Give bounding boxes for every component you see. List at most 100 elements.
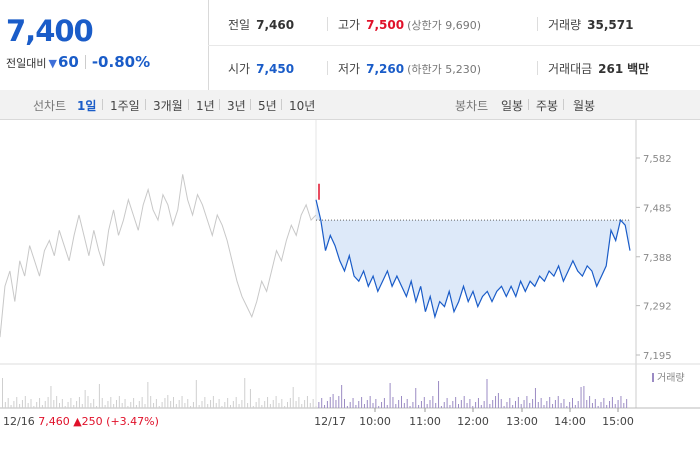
volume-bar: [586, 400, 588, 408]
volume-bar: [252, 406, 254, 408]
volume-bar: [429, 400, 431, 408]
volume-bar: [489, 404, 491, 408]
volume-legend-label: 거래량: [657, 372, 685, 384]
volume-bar: [392, 397, 394, 408]
volume-bar: [187, 399, 189, 408]
trade-amount: 거래대금 261 백만: [548, 62, 650, 76]
volume-bar: [495, 396, 497, 408]
volume-bar: [557, 396, 559, 408]
volume-bar: [107, 401, 109, 408]
volume-bar: [64, 406, 66, 408]
volume-bar: [70, 398, 72, 408]
volume-bar: [110, 397, 112, 408]
tab-weekly[interactable]: 주봉: [536, 99, 559, 113]
volume-bar: [21, 400, 23, 408]
volume-bar: [529, 403, 531, 408]
volume-bar: [275, 396, 277, 408]
volume-bar: [366, 400, 368, 408]
volume-bar: [44, 401, 46, 408]
volume-bar: [549, 397, 551, 408]
volume-bar: [221, 406, 223, 408]
volume-bar: [497, 393, 499, 408]
volume-bar: [344, 399, 345, 408]
volume-bar: [506, 402, 508, 408]
volume-bar: [264, 401, 266, 408]
volume-bar: [78, 397, 80, 408]
volume-bar: [312, 399, 314, 408]
volume-bar: [198, 405, 200, 408]
volume-bar: [492, 400, 494, 408]
chart-tabs: 선차트 1일 1주일 3개월 1년 3년 5년 10년 봉차트 일봉 주봉 월봉: [0, 90, 700, 120]
x-tick-label: 15:00: [602, 415, 634, 428]
volume-bar: [412, 402, 414, 408]
volume-bar: [53, 400, 55, 408]
volume-bar: [59, 403, 60, 408]
volume-bar: [523, 400, 525, 408]
volume-bar: [255, 402, 257, 408]
tab-3y[interactable]: 3년: [227, 99, 246, 113]
volume-bar: [406, 399, 408, 408]
volume-bar: [389, 383, 391, 408]
tab-monthly[interactable]: 월봉: [573, 99, 596, 113]
tab-5y[interactable]: 5년: [258, 99, 277, 113]
below-prev-close-fill: [316, 199, 630, 317]
volume-bar: [361, 397, 363, 408]
volume-bar: [164, 398, 166, 408]
x-tick-label: 10:00: [359, 415, 391, 428]
volume-bar: [181, 396, 183, 408]
y-tick-label: 7,582: [643, 154, 672, 165]
volume-bar: [113, 404, 115, 408]
volume-bar: [4, 402, 6, 408]
volume-bar: [87, 396, 89, 408]
volume-bar: [170, 401, 172, 408]
volume-bar: [76, 401, 78, 408]
volume-bar: [315, 406, 317, 408]
volume-bar: [580, 387, 582, 408]
volume-bar: [144, 404, 146, 408]
volume-bar: [483, 401, 485, 408]
volume-bar: [195, 380, 197, 408]
tab-1d[interactable]: 1일: [77, 99, 97, 113]
volume-bar: [98, 384, 100, 408]
volume-bar: [463, 396, 465, 408]
volume-bar: [47, 397, 49, 408]
volume-bar: [39, 398, 41, 408]
volume-bar: [2, 378, 3, 408]
tab-10y[interactable]: 10년: [289, 99, 316, 113]
volume-bar: [306, 396, 308, 408]
tab-1w[interactable]: 1주일: [110, 99, 140, 113]
volume-bar: [500, 399, 502, 408]
volume-bar: [378, 406, 380, 408]
price-chart[interactable]: 7,582 7,485 7,388 7,292 7,195 거래량 10:00 11:00 12…: [0, 120, 700, 450]
volume-bar: [318, 402, 320, 408]
volume-bar: [167, 395, 169, 408]
volume-bar: [543, 405, 545, 408]
volume-bar: [27, 403, 29, 408]
day-label: 12/17: [314, 415, 346, 428]
volume-bar: [212, 396, 214, 408]
volume-bar: [227, 398, 229, 408]
volume-bar: [355, 405, 357, 408]
volume-bar: [452, 401, 454, 408]
volume-bar: [517, 397, 519, 408]
tab-1y[interactable]: 1년: [196, 99, 215, 113]
volume-bar: [560, 403, 562, 408]
volume-bar: [201, 401, 203, 408]
down-triangle-icon: ▼: [48, 57, 57, 70]
tab-3m[interactable]: 3개월: [153, 99, 183, 113]
volume-bar: [324, 405, 326, 408]
volume-bar: [443, 402, 445, 408]
volume-bar: [458, 404, 459, 408]
volume-legend-swatch: [652, 373, 654, 382]
prev-close: 전일 7,460: [228, 18, 295, 32]
volume-bar: [594, 399, 596, 408]
volume-bar: [218, 399, 220, 408]
volume-bar: [398, 400, 400, 408]
tab-daily[interactable]: 일봉: [501, 99, 524, 113]
volume-bar: [326, 401, 328, 408]
volume-bar: [338, 396, 340, 408]
y-tick-label: 7,485: [643, 203, 672, 214]
volume-bar: [73, 405, 75, 408]
volume-bar: [614, 404, 616, 408]
volume-bar: [611, 397, 613, 408]
